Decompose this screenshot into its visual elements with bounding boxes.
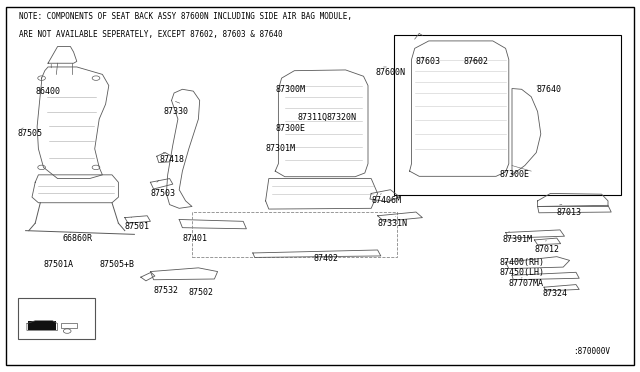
Polygon shape: [534, 238, 561, 245]
Text: 87603: 87603: [416, 57, 441, 66]
Polygon shape: [141, 272, 155, 281]
Text: 87503: 87503: [150, 189, 175, 198]
Polygon shape: [266, 179, 378, 209]
Text: 87391M: 87391M: [502, 235, 532, 244]
Bar: [483, 95, 502, 112]
Polygon shape: [125, 216, 150, 223]
Text: 87402: 87402: [314, 254, 339, 263]
Polygon shape: [150, 268, 218, 280]
Text: 87311Q: 87311Q: [298, 113, 328, 122]
Text: ARE NOT AVAILABLE SEPERATELY, EXCEPT 87602, 87603 & 87640: ARE NOT AVAILABLE SEPERATELY, EXCEPT 876…: [19, 30, 283, 39]
Text: 66860R: 66860R: [63, 234, 93, 243]
Text: 87501: 87501: [125, 222, 150, 231]
Text: NOTE: COMPONENTS OF SEAT BACK ASSY 87600N INCLUDING SIDE AIR BAG MODULE,: NOTE: COMPONENTS OF SEAT BACK ASSY 87600…: [19, 12, 352, 21]
Bar: [483, 125, 502, 141]
Polygon shape: [544, 285, 579, 291]
Text: 87640: 87640: [536, 85, 561, 94]
Bar: [18, 298, 95, 339]
Polygon shape: [48, 46, 77, 63]
Text: 87707MA: 87707MA: [509, 279, 544, 288]
Bar: [28, 321, 56, 330]
Text: 87532: 87532: [154, 286, 179, 295]
Text: 87330: 87330: [163, 107, 188, 116]
Text: 87324: 87324: [543, 289, 568, 298]
Text: 87401: 87401: [182, 234, 207, 243]
Polygon shape: [179, 219, 246, 229]
Bar: [394, 35, 621, 195]
Polygon shape: [253, 250, 381, 257]
Text: 87602: 87602: [464, 57, 489, 66]
Text: 87400(RH): 87400(RH): [499, 258, 544, 267]
Text: 86400: 86400: [35, 87, 60, 96]
Text: 87300M: 87300M: [275, 85, 305, 94]
Polygon shape: [538, 205, 611, 213]
Text: 87300E: 87300E: [499, 170, 529, 179]
Polygon shape: [506, 230, 564, 238]
Text: 87600N: 87600N: [375, 68, 405, 77]
Text: 87505+B: 87505+B: [99, 260, 134, 269]
Polygon shape: [37, 67, 109, 179]
Text: 87450(LH): 87450(LH): [499, 268, 544, 277]
Text: 87418: 87418: [160, 155, 185, 164]
Polygon shape: [512, 272, 579, 280]
Polygon shape: [166, 89, 200, 208]
Text: 87012: 87012: [534, 245, 559, 254]
Text: 87406M: 87406M: [371, 196, 401, 205]
Bar: [61, 323, 77, 328]
Polygon shape: [275, 70, 368, 177]
Text: 87502: 87502: [189, 288, 214, 296]
Polygon shape: [150, 179, 173, 189]
Polygon shape: [506, 257, 570, 269]
Text: 87320N: 87320N: [326, 113, 356, 122]
Polygon shape: [410, 41, 509, 176]
Polygon shape: [32, 175, 118, 203]
Text: 87301M: 87301M: [266, 144, 296, 153]
Polygon shape: [378, 212, 422, 221]
Polygon shape: [157, 153, 172, 163]
Text: 87013: 87013: [557, 208, 582, 217]
Text: 87501A: 87501A: [44, 260, 74, 269]
Polygon shape: [27, 321, 58, 330]
Text: 87331N: 87331N: [378, 219, 408, 228]
Text: :870000V: :870000V: [573, 347, 610, 356]
Polygon shape: [538, 193, 608, 206]
Text: 87300E: 87300E: [275, 124, 305, 133]
Text: 87505: 87505: [18, 129, 43, 138]
Polygon shape: [370, 190, 400, 202]
Polygon shape: [512, 89, 541, 175]
Bar: [483, 65, 502, 82]
